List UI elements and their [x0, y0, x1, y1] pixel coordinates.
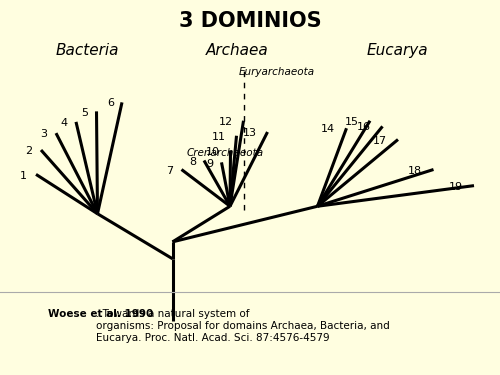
Text: Crenarchaeota: Crenarchaeota: [186, 148, 264, 158]
Text: 11: 11: [212, 132, 226, 142]
Text: 3: 3: [40, 129, 47, 139]
Text: 5: 5: [82, 108, 88, 117]
Text: Bacteria: Bacteria: [56, 43, 120, 58]
Text: 13: 13: [242, 128, 256, 138]
Text: Woese et al. 1990: Woese et al. 1990: [48, 309, 153, 320]
Text: 6: 6: [107, 99, 114, 108]
Text: 4: 4: [61, 118, 68, 128]
Text: 8: 8: [189, 157, 196, 166]
Text: . Towards a natural system of
organisms: Proposal for domains Archaea, Bacteria,: . Towards a natural system of organisms:…: [96, 309, 390, 343]
Text: 2: 2: [25, 146, 32, 156]
Text: 16: 16: [357, 123, 371, 132]
Text: Eucarya: Eucarya: [366, 43, 428, 58]
Text: 9: 9: [206, 159, 214, 168]
Text: 3 DOMINIOS: 3 DOMINIOS: [178, 11, 322, 31]
Text: 14: 14: [321, 124, 335, 134]
Text: 10: 10: [206, 147, 220, 157]
Text: 15: 15: [344, 117, 358, 127]
Text: 12: 12: [218, 117, 232, 127]
Text: 1: 1: [20, 171, 27, 181]
Text: 17: 17: [372, 136, 386, 146]
Text: 7: 7: [166, 166, 173, 176]
Text: 19: 19: [448, 182, 462, 192]
Text: Euryarchaeota: Euryarchaeota: [238, 67, 314, 77]
Text: 18: 18: [408, 166, 422, 176]
Text: Archaea: Archaea: [206, 43, 269, 58]
